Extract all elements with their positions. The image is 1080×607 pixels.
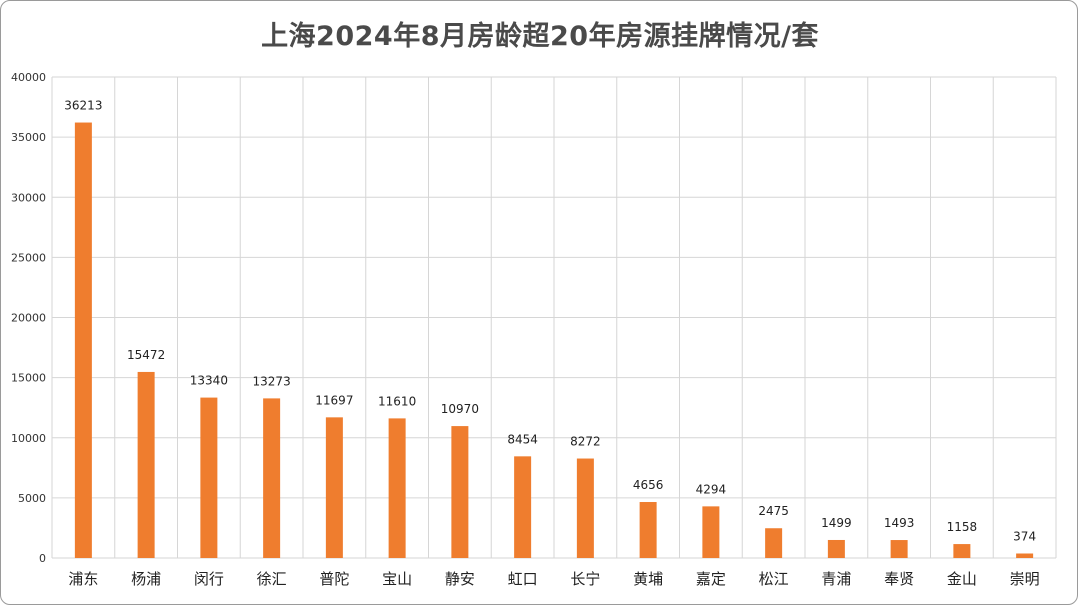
x-tick-label: 普陀 [319, 570, 349, 588]
y-tick-label: 30000 [11, 191, 46, 204]
x-tick-label: 徐汇 [257, 570, 287, 588]
x-tick-label: 嘉定 [696, 570, 726, 588]
x-tick-label: 崇明 [1010, 570, 1040, 588]
data-label: 4656 [633, 478, 664, 492]
data-label: 11610 [378, 394, 416, 408]
bar [827, 539, 845, 558]
y-tick-label: 35000 [11, 131, 46, 144]
x-tick-label: 宝山 [382, 570, 412, 588]
data-label: 8454 [507, 432, 538, 446]
y-axis-ticks: 0 5000 10000 15000 20000 25000 30000 35000 40000 [11, 71, 46, 565]
data-label: 13273 [253, 374, 291, 388]
x-tick-label: 青浦 [821, 570, 851, 588]
x-tick-label: 虹口 [508, 570, 538, 588]
x-tick-label: 金山 [947, 570, 977, 588]
bar [639, 502, 657, 558]
bar [451, 426, 469, 558]
bar [1016, 553, 1034, 558]
data-label: 8272 [570, 435, 601, 449]
bar [514, 456, 532, 558]
bar [325, 417, 343, 558]
x-axis-ticks: 浦东 杨浦 闵行 徐汇 普陀 宝山 静安 虹口 长宁 黄埔 嘉定 松江 青浦 奉贤 金山 崇明 [68, 570, 1039, 588]
x-tick-label: 闵行 [194, 570, 224, 588]
bars [74, 122, 1034, 559]
data-label: 4294 [696, 482, 727, 496]
y-tick-label: 5000 [18, 492, 46, 505]
x-tick-label: 浦东 [68, 570, 98, 588]
x-tick-label: 长宁 [570, 570, 600, 588]
data-label: 36213 [64, 99, 102, 113]
data-label: 10970 [441, 402, 479, 416]
bar [890, 540, 908, 558]
data-labels: 36213 15472 13340 13273 11697 11610 10970 8454 8… [64, 99, 1036, 544]
data-label: 1499 [821, 516, 852, 530]
grid-layer [51, 76, 1057, 559]
y-tick-label: 20000 [11, 312, 46, 325]
bar [200, 397, 218, 558]
data-label: 13340 [190, 374, 228, 388]
x-tick-label: 黄埔 [633, 570, 663, 588]
y-tick-label: 15000 [11, 372, 46, 385]
y-tick-label: 0 [39, 552, 46, 565]
chart-title: 上海2024年8月房龄超20年房源挂牌情况/套 [261, 21, 819, 52]
x-tick-label: 静安 [445, 570, 475, 588]
data-label: 374 [1013, 530, 1036, 544]
y-tick-label: 10000 [11, 432, 46, 445]
bar [953, 544, 971, 558]
bar [263, 398, 281, 558]
bar [388, 418, 406, 558]
data-label: 2475 [758, 504, 789, 518]
bar [576, 458, 594, 558]
y-tick-label: 40000 [11, 71, 46, 84]
data-label: 11697 [315, 393, 353, 407]
bar [702, 506, 720, 558]
data-label: 1493 [884, 516, 915, 530]
x-tick-label: 杨浦 [131, 570, 161, 588]
bar [765, 528, 783, 558]
data-label: 15472 [127, 348, 165, 362]
data-label: 1158 [947, 520, 978, 534]
bar [74, 122, 92, 559]
x-tick-label: 松江 [759, 570, 789, 588]
x-tick-label: 奉贤 [884, 570, 914, 588]
y-tick-label: 25000 [11, 251, 46, 264]
bar [137, 371, 155, 558]
